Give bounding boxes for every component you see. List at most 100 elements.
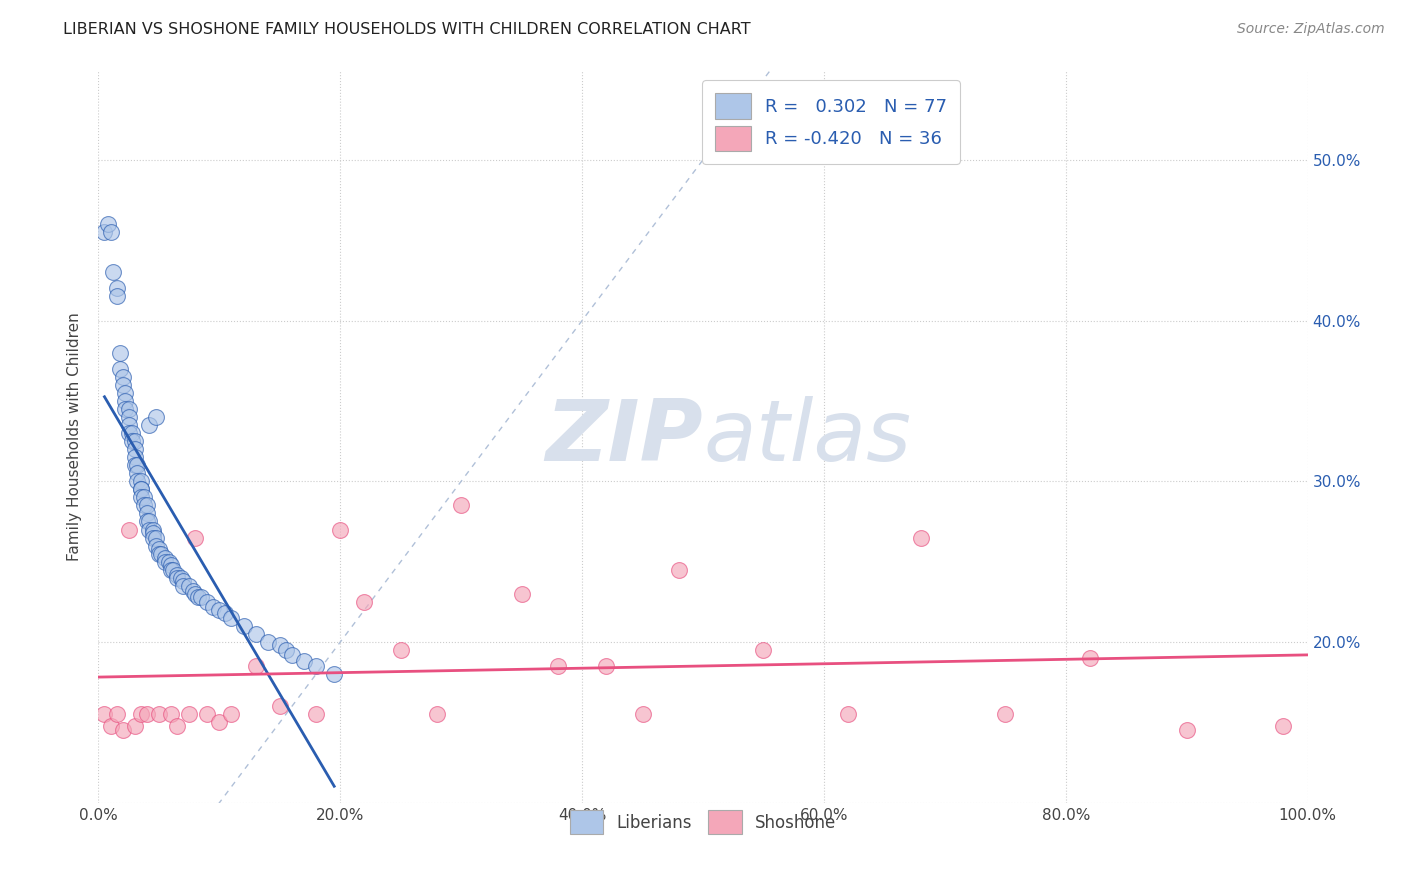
Point bbox=[127, 475, 149, 489]
Point bbox=[121, 434, 143, 449]
Point bbox=[129, 491, 152, 505]
Point bbox=[1175, 723, 1198, 738]
Point bbox=[184, 587, 207, 601]
Point bbox=[135, 707, 157, 722]
Text: ZIP: ZIP bbox=[546, 395, 703, 479]
Point bbox=[118, 401, 141, 416]
Point bbox=[111, 377, 134, 392]
Point bbox=[595, 659, 617, 673]
Point bbox=[232, 619, 254, 633]
Legend: Liberians, Shoshone: Liberians, Shoshone bbox=[558, 798, 848, 846]
Point bbox=[221, 707, 243, 722]
Point bbox=[172, 579, 194, 593]
Point bbox=[105, 707, 128, 722]
Point bbox=[145, 539, 167, 553]
Point bbox=[910, 531, 932, 545]
Point bbox=[166, 718, 188, 732]
Point bbox=[124, 450, 146, 465]
Point bbox=[114, 401, 136, 416]
Point bbox=[214, 606, 236, 620]
Point bbox=[323, 667, 346, 681]
Point bbox=[129, 475, 152, 489]
Point bbox=[195, 595, 218, 609]
Point bbox=[157, 555, 180, 569]
Point bbox=[134, 499, 156, 513]
Point bbox=[111, 369, 134, 384]
Point bbox=[269, 638, 291, 652]
Point bbox=[101, 265, 124, 279]
Point bbox=[105, 281, 128, 295]
Point bbox=[135, 499, 157, 513]
Point bbox=[274, 643, 297, 657]
Point bbox=[389, 643, 412, 657]
Point bbox=[129, 707, 152, 722]
Point bbox=[292, 654, 315, 668]
Point bbox=[166, 567, 188, 582]
Point bbox=[256, 635, 278, 649]
Point bbox=[245, 659, 267, 673]
Point bbox=[134, 491, 156, 505]
Point bbox=[994, 707, 1017, 722]
Point bbox=[142, 523, 165, 537]
Point bbox=[93, 707, 115, 722]
Point bbox=[547, 659, 569, 673]
Point bbox=[329, 523, 352, 537]
Text: Source: ZipAtlas.com: Source: ZipAtlas.com bbox=[1237, 22, 1385, 37]
Point bbox=[269, 699, 291, 714]
Point bbox=[221, 611, 243, 625]
Point bbox=[305, 659, 328, 673]
Point bbox=[118, 523, 141, 537]
Point bbox=[160, 563, 183, 577]
Point bbox=[114, 393, 136, 408]
Point bbox=[181, 583, 204, 598]
Point bbox=[142, 531, 165, 545]
Point bbox=[114, 385, 136, 400]
Point bbox=[118, 409, 141, 424]
Point bbox=[97, 217, 120, 231]
Point bbox=[127, 467, 149, 481]
Point bbox=[172, 574, 194, 588]
Text: atlas: atlas bbox=[703, 395, 911, 479]
Point bbox=[190, 590, 212, 604]
Point bbox=[127, 458, 149, 473]
Point bbox=[100, 225, 122, 239]
Point bbox=[138, 523, 160, 537]
Point bbox=[124, 434, 146, 449]
Point bbox=[150, 547, 173, 561]
Point bbox=[93, 225, 115, 239]
Point bbox=[668, 563, 690, 577]
Point bbox=[184, 531, 207, 545]
Point bbox=[118, 425, 141, 440]
Point bbox=[145, 531, 167, 545]
Point bbox=[153, 555, 176, 569]
Point bbox=[752, 643, 775, 657]
Point bbox=[124, 458, 146, 473]
Point bbox=[631, 707, 654, 722]
Point bbox=[208, 715, 231, 730]
Point bbox=[195, 707, 218, 722]
Point bbox=[129, 483, 152, 497]
Point bbox=[145, 409, 167, 424]
Point bbox=[148, 707, 170, 722]
Point bbox=[148, 541, 170, 556]
Point bbox=[153, 551, 176, 566]
Point bbox=[129, 483, 152, 497]
Point bbox=[124, 442, 146, 457]
Point bbox=[169, 571, 191, 585]
Point bbox=[138, 515, 160, 529]
Point bbox=[121, 425, 143, 440]
Point bbox=[108, 345, 131, 359]
Point bbox=[187, 590, 209, 604]
Point bbox=[135, 507, 157, 521]
Point bbox=[202, 599, 225, 614]
Point bbox=[108, 361, 131, 376]
Point bbox=[353, 595, 375, 609]
Point bbox=[100, 718, 122, 732]
Point bbox=[1272, 718, 1295, 732]
Point bbox=[148, 547, 170, 561]
Point bbox=[160, 707, 183, 722]
Point bbox=[135, 515, 157, 529]
Point bbox=[837, 707, 859, 722]
Text: LIBERIAN VS SHOSHONE FAMILY HOUSEHOLDS WITH CHILDREN CORRELATION CHART: LIBERIAN VS SHOSHONE FAMILY HOUSEHOLDS W… bbox=[63, 22, 751, 37]
Point bbox=[124, 718, 146, 732]
